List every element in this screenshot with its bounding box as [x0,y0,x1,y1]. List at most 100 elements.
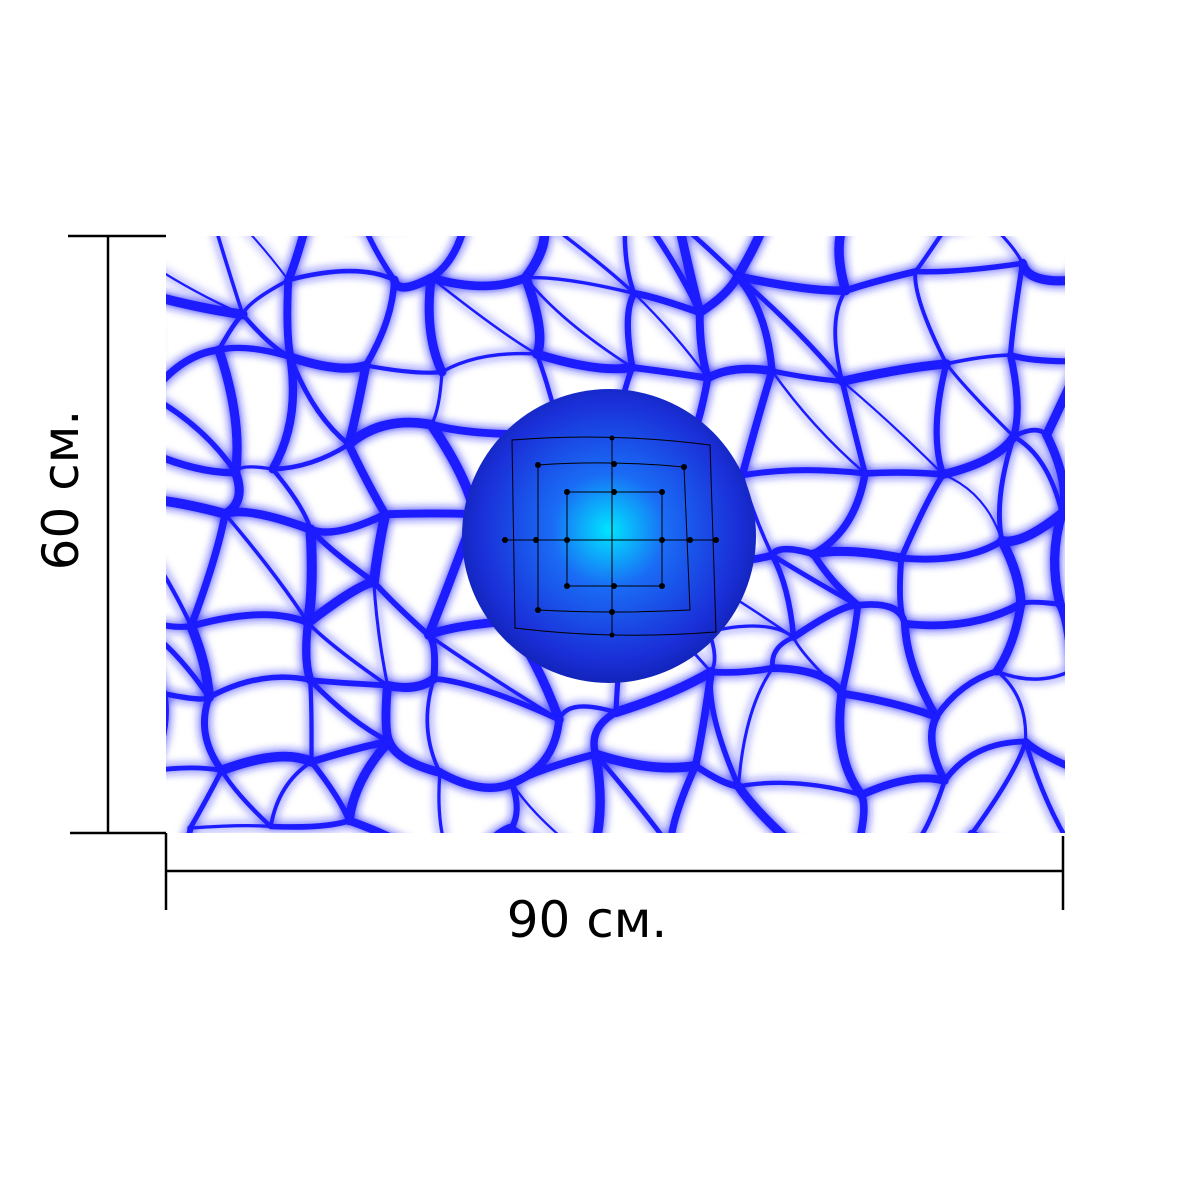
neuron-fiber [590,749,605,833]
neuron-fiber [736,780,864,798]
neuron-fiber [437,770,444,833]
neuron-fiber [467,213,541,220]
neuron-fiber [508,750,600,788]
neuron-fiber [493,823,517,833]
neuron-fiber [668,762,700,833]
neuron-fiber [739,467,869,479]
neuron-fiber [200,693,226,774]
neuron-fiber [110,235,149,294]
neuron-fiber [186,621,214,703]
neuron-fiber [383,674,439,692]
neuron-fiber [834,236,851,296]
neuron-fiber [310,212,364,226]
neuron-fiber [205,193,309,215]
neuron-fiber [912,260,1026,275]
neuron-fiber [187,510,229,630]
neuron-fiber [307,526,377,585]
neuron-fiber [285,268,397,283]
neuron-fiber [166,641,212,700]
neuron-fiber [768,664,846,698]
neuron-fiber [734,781,787,833]
neuron-fiber [216,751,317,776]
neuron-fiber [992,599,1026,676]
neuron-fiber [1007,260,1026,358]
sphere-dots [502,435,719,638]
neuron-fiber [284,236,308,285]
neuron-fiber [556,704,619,722]
neuron-fiber [837,359,951,386]
neuron-fiber [268,759,314,829]
neuron-fiber [611,667,716,718]
neuron-fiber [166,294,248,320]
neuron-fiber [166,402,239,476]
neuron-fiber [216,236,245,317]
neuron-fiber [997,536,1026,609]
neuron-fiber [1000,236,1025,265]
neuron-fiber [842,268,919,294]
neuron-fiber [166,455,240,477]
neuron-fiber [590,847,670,860]
neuron-fiber [1042,385,1065,440]
neuron-fiber [852,845,913,867]
neuron-fiber [426,273,530,291]
neuron-fiber [240,278,291,317]
neuron-fiber [707,664,777,676]
neuron-fiber [115,500,129,614]
neuron-fiber [188,824,273,830]
neuron-fiber [381,509,479,519]
neuron-fiber [633,292,709,380]
neuron-fiber [307,677,392,745]
neuron-fiber [995,669,1065,681]
neuron-fiber [913,269,949,366]
neuron-fiber [166,272,244,316]
neuron-fiber [857,774,949,799]
neuron-fiber [166,765,225,773]
neuron-fiber [941,738,1029,784]
neuron-fiber [186,825,194,833]
neuron-fiber [593,751,663,833]
neuron-fiber [287,354,352,447]
neuron-fiber [707,669,742,790]
neuron-fiber [435,768,517,792]
neuron-fiber [897,537,1006,563]
sphere-body [462,389,756,683]
neuron-fiber [928,713,949,785]
neuron-fiber [1042,430,1065,518]
neuron-fiber [920,778,947,833]
neuron-fiber [933,668,1000,720]
neuron-fiber [769,552,797,641]
neuron-fiber [839,378,868,477]
neuron-fiber [1018,599,1063,607]
neuron-fiber [857,791,868,833]
neuron-fiber [431,675,562,723]
neuron-fiber [364,213,468,226]
neuron-fiber [424,273,447,377]
neuron-fiber [510,782,559,833]
neuron-fiber [303,524,317,628]
neuron-fiber [285,352,371,373]
neuron-fiber [440,351,539,374]
neuron-fiber [841,380,945,476]
neuron-fiber [933,360,950,478]
neuron-fiber [809,550,862,609]
neuron-fiber [541,195,627,219]
neuron-fiber [1007,352,1065,365]
neuron-fiber [426,633,561,722]
neuron-fiber [835,688,866,800]
neuron-fiber [344,440,390,519]
neuron-fiber [344,737,394,826]
neuron-fiber [901,600,1025,630]
neuron-fiber [345,816,391,833]
neuron-fiber [769,368,845,384]
neuron-fiber [425,676,442,775]
neuron-fiber [944,362,1016,439]
neuron-fiber [622,236,637,296]
neuron-fiber [735,273,845,384]
neuron-fiber [365,236,397,283]
neuron-fiber [270,442,352,472]
neuron-fiber [166,496,230,519]
neuron-fiber [733,272,850,295]
neuron-fiber [532,349,637,374]
neuron-fiber [268,352,298,474]
neuron-fiber [732,236,765,282]
